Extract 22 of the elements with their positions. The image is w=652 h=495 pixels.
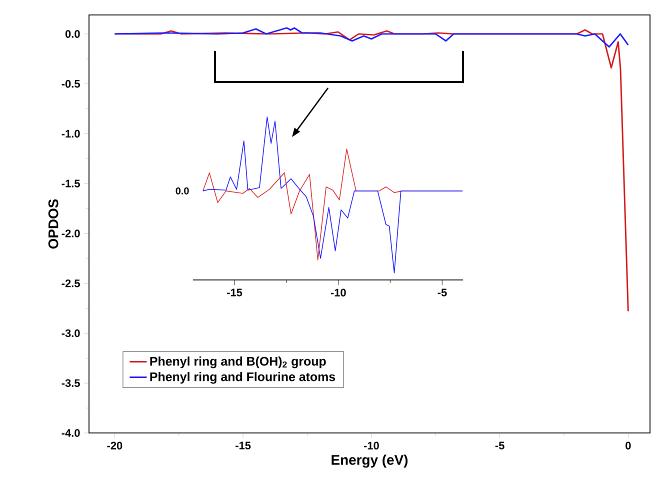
y-tick-label: -1.5: [62, 180, 80, 188]
y-tick-label: -2.0: [62, 230, 80, 238]
y-tick-label: -3.0: [62, 329, 80, 338]
y-axis-title: OPDOS: [48, 199, 58, 249]
x-tick-label: -20: [107, 442, 122, 450]
legend-label: Phenyl ring and B(OH)$_{2}$ group: [150, 356, 326, 368]
x-tick-label: -10: [364, 442, 379, 450]
x-tick-label: 0: [626, 442, 631, 450]
annotation: 0.0: [176, 187, 189, 194]
y-tick-label: -0.5: [62, 80, 80, 88]
x-axis-title: Energy (eV): [332, 454, 408, 468]
y-tick-label: -4.0: [62, 429, 80, 437]
y-tick-label: -3.5: [62, 379, 80, 387]
legend-label: Phenyl ring and Flourine atoms: [150, 372, 336, 384]
y-tick-label: -1.0: [62, 130, 80, 138]
x-tick-label: -5: [438, 288, 447, 296]
x-tick-label: -10: [330, 288, 346, 296]
y-tick-label: 0.0: [65, 30, 80, 38]
x-tick-label: -5: [495, 442, 504, 450]
x-tick-label: -15: [236, 442, 251, 450]
y-tick-label: -2.5: [62, 279, 80, 288]
x-tick-label: -15: [227, 288, 242, 296]
